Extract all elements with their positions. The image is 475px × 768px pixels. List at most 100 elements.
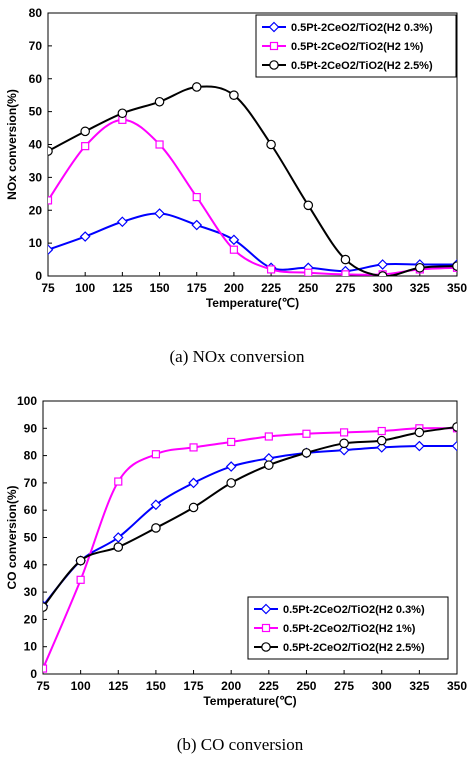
series-line: [48, 85, 457, 276]
series-line: [43, 444, 457, 607]
legend-label: 0.5Pt-2CeO2/TiO2(H2 1%): [283, 623, 416, 635]
x-tick-label: 175: [187, 281, 207, 295]
data-point: [377, 271, 388, 276]
legend-label: 0.5Pt-2CeO2/TiO2(H2 2.5%): [291, 60, 433, 72]
series-line: [43, 425, 457, 608]
x-tick-label: 125: [112, 281, 132, 295]
data-point: [377, 259, 388, 270]
chart-nox: 0 10 20 30 40 50 60 70 80 75 100 125 150 175 200 225 250…: [5, 6, 467, 366]
x-tick-label: 275: [334, 679, 354, 693]
plot-area: [48, 82, 457, 276]
x-tick-label: 350: [447, 679, 467, 693]
data-point: [155, 140, 164, 149]
chart-co: 0 10 20 30 40 50 60 70 80 90 100 75 100 125 150 175 200 2…: [5, 394, 467, 754]
legend-marker: [269, 60, 279, 70]
y-tick-label: 10: [24, 640, 38, 654]
data-point: [303, 200, 314, 211]
y-tick-label: 60: [24, 503, 38, 517]
x-tick-label: 200: [224, 281, 244, 295]
data-point: [48, 196, 53, 205]
x-axis-title: Temperature(℃): [206, 296, 299, 310]
legend-marker: [268, 21, 280, 33]
y-axis-title: NOx conversion(%): [5, 89, 19, 200]
data-point: [376, 435, 387, 446]
data-point: [338, 444, 350, 456]
legend: 0.5Pt-2CeO2/TiO2(H2 0.3%) 0.5Pt-2CeO2/TiO…: [247, 596, 449, 660]
x-tick-label: 275: [335, 281, 355, 295]
legend-box: [255, 14, 457, 78]
data-point: [117, 108, 128, 119]
data-point: [117, 216, 128, 228]
data-point: [452, 422, 457, 432]
plot-area: [43, 422, 457, 673]
data-point: [189, 443, 198, 452]
data-point: [75, 555, 86, 566]
x-tick-label: 225: [261, 281, 281, 295]
data-point: [229, 90, 239, 100]
chart-caption: (b) CO conversion: [177, 735, 304, 754]
legend: 0.5Pt-2CeO2/TiO2(H2 0.3%) 0.5Pt-2CeO2/TiO…: [255, 14, 457, 78]
data-point: [151, 450, 161, 459]
data-point: [43, 602, 48, 612]
y-tick-label: 40: [29, 138, 43, 152]
legend-marker: [260, 603, 272, 615]
data-point: [154, 96, 165, 107]
data-point: [229, 245, 239, 254]
data-point: [414, 427, 425, 438]
y-tick-label: 0: [35, 269, 42, 283]
x-tick-label: 150: [146, 679, 166, 693]
y-tick-label: 70: [24, 476, 38, 490]
data-point: [188, 502, 199, 513]
y-tick-label: 50: [24, 531, 38, 545]
data-point: [81, 142, 90, 151]
series-2: [48, 82, 457, 276]
data-point: [341, 270, 350, 276]
x-tick-label: 350: [447, 281, 467, 295]
data-point: [191, 219, 203, 231]
data-point: [48, 146, 53, 156]
x-tick-label: 250: [296, 679, 316, 693]
series-0: [43, 440, 457, 612]
data-point: [79, 231, 91, 242]
data-point: [264, 432, 273, 441]
y-tick-label: 80: [24, 449, 38, 463]
y-tick-label: 50: [29, 105, 43, 119]
data-point: [340, 254, 351, 265]
legend-label: 0.5Pt-2CeO2/TiO2(H2 1%): [291, 41, 424, 53]
data-point: [43, 664, 48, 673]
series-0: [48, 208, 457, 276]
legend-marker: [269, 41, 279, 51]
data-point: [376, 442, 388, 453]
y-tick-label: 40: [24, 558, 38, 572]
x-tick-label: 325: [409, 679, 429, 693]
y-tick-label: 10: [29, 236, 43, 250]
series-line: [48, 118, 457, 276]
data-point: [150, 499, 162, 511]
x-tick-label: 225: [259, 679, 279, 693]
y-tick-label: 20: [24, 612, 38, 626]
data-point: [339, 438, 349, 449]
x-tick-label: 200: [221, 679, 241, 693]
y-tick-label: 100: [17, 394, 37, 408]
data-point: [451, 440, 457, 452]
chart-caption: (a) NOx conversion: [169, 347, 305, 366]
x-tick-label: 100: [75, 281, 95, 295]
data-point: [154, 208, 165, 219]
data-point: [113, 542, 124, 552]
y-tick-label: 20: [29, 203, 43, 217]
data-point: [188, 477, 199, 489]
data-point: [151, 523, 161, 533]
y-axis-title: CO conversion(%): [5, 485, 19, 589]
y-tick-label: 30: [24, 585, 38, 599]
legend-marker: [261, 642, 271, 652]
data-point: [415, 262, 425, 273]
data-point: [227, 437, 236, 447]
y-tick-label: 0: [30, 667, 37, 681]
x-tick-label: 300: [373, 281, 393, 295]
data-point: [76, 575, 85, 584]
x-axis-title: Temperature(℃): [203, 694, 296, 708]
x-tick-label: 150: [150, 281, 170, 295]
data-point: [266, 139, 276, 150]
x-tick-label: 175: [184, 679, 204, 693]
y-tick-label: 90: [24, 421, 38, 435]
